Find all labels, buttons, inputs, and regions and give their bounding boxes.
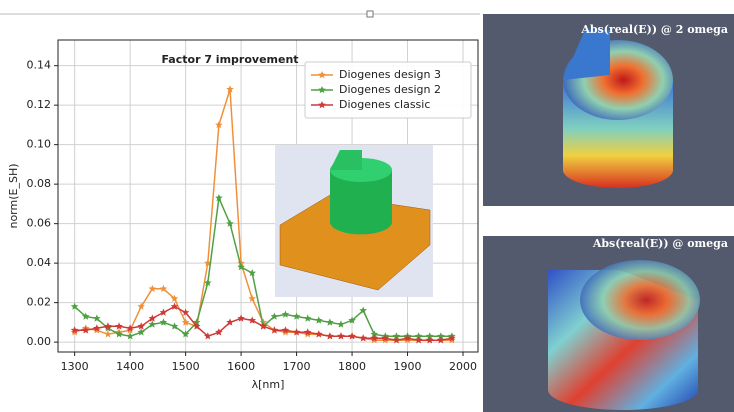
point xyxy=(337,320,345,327)
legend-label: Diogenes design 3 xyxy=(339,68,441,81)
panel-title: Abs(real(E)) @ 2 omega xyxy=(580,23,728,36)
x-tick-label: 1300 xyxy=(61,360,89,373)
x-tick-label: 1800 xyxy=(338,360,366,373)
x-tick-label: 1700 xyxy=(283,360,311,373)
point xyxy=(326,332,334,339)
y-tick-label: 0.00 xyxy=(27,335,52,348)
point xyxy=(304,314,312,321)
legend-label: Diogenes design 2 xyxy=(339,83,441,96)
point xyxy=(282,311,290,318)
x-tick-label: 1500 xyxy=(172,360,200,373)
legend: Diogenes design 3 Diogenes design 2 Diogen… xyxy=(305,62,471,118)
point xyxy=(104,330,112,337)
handle xyxy=(367,11,373,17)
panel-title: Abs(real(E)) @ omega xyxy=(592,237,728,250)
point xyxy=(326,318,334,325)
point xyxy=(359,334,367,341)
page: {"chart_data": {"type": "line", "annotat… xyxy=(0,0,734,412)
point xyxy=(337,332,345,339)
y-axis-label: norm(E_SH) xyxy=(7,163,20,228)
point xyxy=(315,316,323,323)
x-tick-label: 2000 xyxy=(449,360,477,373)
point xyxy=(248,295,256,302)
x-tick-label: 1600 xyxy=(227,360,255,373)
point xyxy=(271,326,279,333)
y-tick-label: 0.04 xyxy=(27,256,52,269)
y-tick-label: 0.08 xyxy=(27,177,52,190)
legend-label: Diogenes classic xyxy=(339,98,430,111)
annotation: Factor 7 improvement xyxy=(161,53,298,66)
cylinder-top xyxy=(580,260,700,340)
point xyxy=(149,285,157,292)
y-tick-label: 0.06 xyxy=(27,217,52,230)
point xyxy=(137,328,145,335)
x-tick-label: 1900 xyxy=(394,360,422,373)
y-tick-label: 0.12 xyxy=(27,98,52,111)
y-tick-label: 0.02 xyxy=(27,296,52,309)
point xyxy=(315,330,323,337)
x-tick-label: 1400 xyxy=(116,360,144,373)
y-tick-label: 0.10 xyxy=(27,138,52,151)
point xyxy=(160,318,168,325)
slide: Abs(real(E)) @ 2 omega Abs(real(E)) @ om… xyxy=(0,0,734,412)
y-tick-label: 0.14 xyxy=(27,59,52,72)
x-axis-label: λ[nm] xyxy=(252,378,285,391)
